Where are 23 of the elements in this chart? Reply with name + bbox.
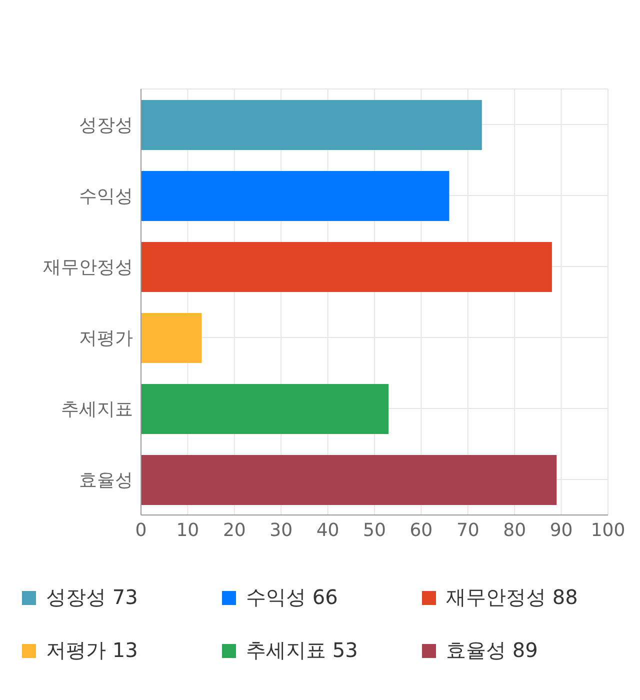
legend-label: 효율성 89 bbox=[446, 637, 538, 664]
legend-label: 성장성 73 bbox=[46, 584, 138, 611]
x-tick-label: 20 bbox=[222, 520, 246, 541]
x-tick-label: 90 bbox=[550, 520, 573, 541]
x-tick-label: 100 bbox=[590, 520, 626, 541]
legend-label: 재무안정성 88 bbox=[446, 584, 578, 611]
y-tick-label: 수익성 bbox=[79, 186, 133, 207]
x-tick-label: 80 bbox=[503, 520, 526, 541]
x-tick-label: 40 bbox=[316, 520, 340, 541]
y-tick-label: 재무안정성 bbox=[43, 256, 133, 278]
x-tick-label: 60 bbox=[410, 520, 433, 541]
x-tick-label: 0 bbox=[135, 520, 147, 541]
y-tick-label: 저평가 bbox=[79, 328, 133, 349]
y-tick-label: 효율성 bbox=[79, 470, 133, 491]
legend-label: 추세지표 53 bbox=[246, 637, 358, 664]
legend-label: 수익성 66 bbox=[246, 584, 338, 611]
y-tick-label: 성장성 bbox=[79, 114, 133, 136]
x-tick-label: 10 bbox=[176, 520, 200, 541]
x-tick-label: 30 bbox=[270, 520, 293, 541]
y-tick-label: 추세지표 bbox=[61, 398, 133, 420]
legend-label: 저평가 13 bbox=[46, 637, 138, 664]
x-tick-label: 70 bbox=[456, 520, 480, 541]
x-tick-label: 50 bbox=[363, 520, 386, 541]
